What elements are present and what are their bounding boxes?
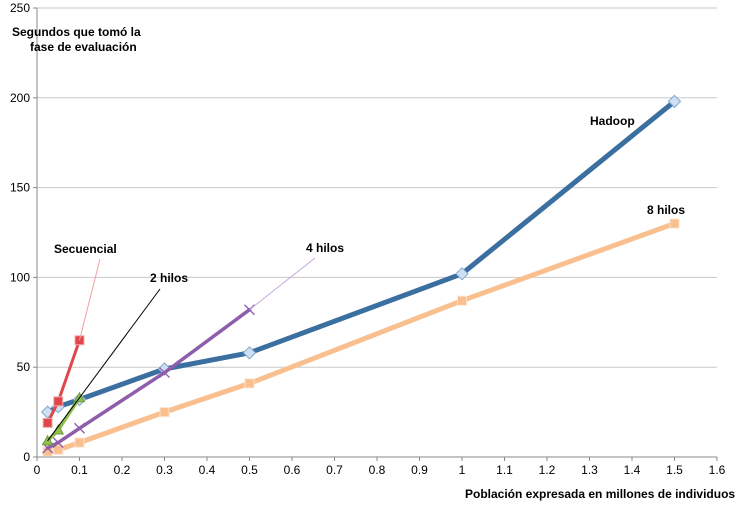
data-point-8-hilos xyxy=(669,218,680,229)
x-tick-label: 1 xyxy=(459,463,466,477)
y-tick-label: 200 xyxy=(10,91,30,105)
x-tick-label: 0.6 xyxy=(284,463,301,477)
x-tick-label: 1.1 xyxy=(496,463,513,477)
annotation-4-hilos: 4 hilos xyxy=(306,241,344,255)
data-point-hadoop xyxy=(242,346,257,360)
y-axis-title-line-2: fase de evaluación xyxy=(30,40,137,54)
leader-line-secuencial xyxy=(79,258,101,341)
series-line-secuencial xyxy=(46,338,81,425)
y-tick-label: 150 xyxy=(10,181,30,195)
annotation-leaders xyxy=(47,257,316,442)
series-annotations: Hadoop 8 hilos 4 hilos 2 hilos Secuencial xyxy=(54,114,685,285)
data-point-8-hilos xyxy=(74,437,85,448)
series-8-hilos xyxy=(42,218,680,457)
data-point-8-hilos xyxy=(159,407,170,418)
y-tick-labels: 0 50 100 150 200 250 xyxy=(10,1,37,464)
y-tick-label: 0 xyxy=(23,450,30,464)
series-group xyxy=(40,94,682,457)
annotation-hadoop: Hadoop xyxy=(590,114,635,128)
data-point-secuencial xyxy=(42,417,53,428)
x-tick-label: 0.2 xyxy=(114,463,131,477)
data-point-secuencial xyxy=(53,396,64,407)
x-tick-label: 0.7 xyxy=(326,463,343,477)
data-point-8-hilos xyxy=(244,378,255,389)
data-point-8-hilos xyxy=(457,295,467,306)
annotation-secuencial: Secuencial xyxy=(54,242,117,256)
x-axis-title: Población expresada en millones de indiv… xyxy=(465,487,735,501)
x-tick-label: 0.5 xyxy=(241,463,258,477)
y-axis-title-line-1: Segundos que tomó la xyxy=(12,25,141,39)
data-point-8-hilos xyxy=(53,444,64,455)
x-tick-label: 0.4 xyxy=(199,463,216,477)
x-tick-label: 0.3 xyxy=(156,463,173,477)
annotation-8-hilos: 8 hilos xyxy=(647,203,685,217)
series-4-hilos xyxy=(42,304,255,454)
y-tick-label: 250 xyxy=(10,1,30,15)
x-tick-label: 0.9 xyxy=(411,463,428,477)
x-tick-label: 0.8 xyxy=(369,463,386,477)
leader-line-4-hilos xyxy=(249,257,316,311)
data-point-4-hilos xyxy=(52,437,64,449)
x-tick-label: 1.4 xyxy=(624,463,641,477)
data-point-hadoop xyxy=(667,94,682,109)
x-tick-label: 1.5 xyxy=(666,463,683,477)
annotation-2-hilos: 2 hilos xyxy=(150,271,188,285)
y-tick-label: 100 xyxy=(10,270,30,284)
grid-lines xyxy=(37,7,717,368)
data-point-4-hilos xyxy=(74,422,85,434)
x-tick-label: 1.3 xyxy=(581,463,598,477)
x-tick-label: 1.2 xyxy=(539,463,556,477)
x-tick-labels: 0 0.1 0.2 0.3 0.4 0.5 0.6 0.7 0.8 0.9 1 1.1 1.2 1.3 1.… xyxy=(34,457,726,477)
leader-line-2-hilos xyxy=(47,288,161,442)
x-tick-label: 0.1 xyxy=(71,463,88,477)
data-point-hadoop xyxy=(455,267,469,281)
y-tick-label: 50 xyxy=(17,360,31,374)
series-line-8-hilos xyxy=(45,221,677,455)
x-tick-label: 1.6 xyxy=(709,463,726,477)
data-point-4-hilos xyxy=(159,367,170,379)
x-tick-label: 0 xyxy=(34,463,41,477)
